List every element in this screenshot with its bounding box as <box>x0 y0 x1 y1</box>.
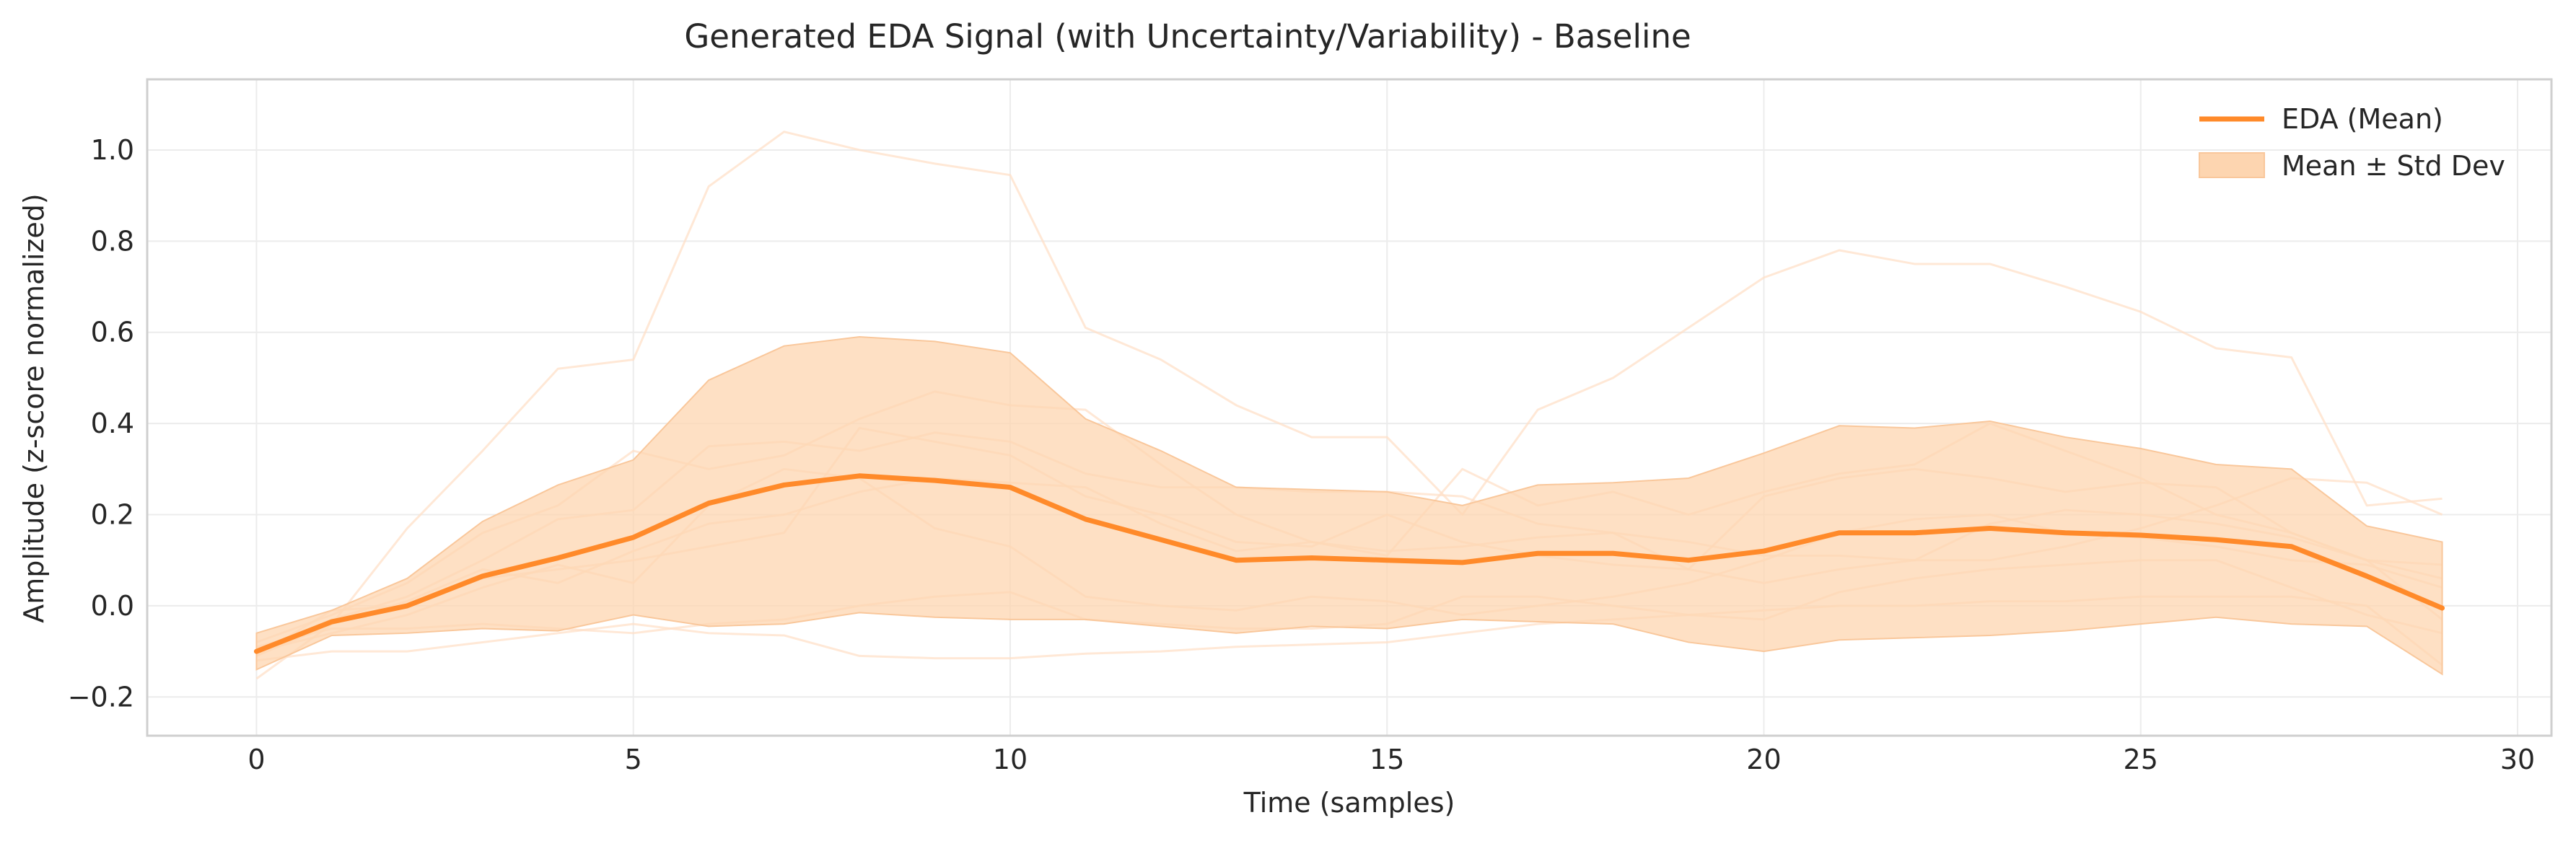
y-tick-label-0.2: 0.2 <box>91 499 134 531</box>
y-tick-label--0.2: −0.2 <box>68 681 134 713</box>
y-tick-labels: −0.2 0.0 0.2 0.4 0.6 0.8 1.0 <box>68 134 134 713</box>
y-tick-label-0.8: 0.8 <box>91 225 134 257</box>
x-axis-label: Time (samples) <box>1243 787 1455 819</box>
legend-mean-label: EDA (Mean) <box>2282 103 2443 135</box>
x-tick-label-25: 25 <box>2124 744 2158 775</box>
sample-line-1 <box>255 131 2443 680</box>
plot-frame <box>146 78 2553 737</box>
x-tick-label-10: 10 <box>993 744 1028 775</box>
x-tick-label-20: 20 <box>1746 744 1781 775</box>
y-tick-label-0.4: 0.4 <box>91 408 134 439</box>
x-tick-label-0: 0 <box>247 744 265 775</box>
mean-line <box>253 473 2445 654</box>
legend-band-swatch <box>2199 152 2265 178</box>
legend-band-label: Mean ± Std Dev <box>2282 150 2505 182</box>
x-tick-label-15: 15 <box>1370 744 1404 775</box>
y-tick-label-1: 1.0 <box>91 134 134 166</box>
x-tick-label-30: 30 <box>2500 744 2535 775</box>
y-axis-label: Amplitude (z-score normalized) <box>18 193 50 622</box>
std-band-group <box>255 336 2443 676</box>
x-tick-label-5: 5 <box>625 744 642 775</box>
mean-line-group <box>253 473 2445 654</box>
y-tick-label-0.6: 0.6 <box>91 317 134 348</box>
x-tick-labels: 0 5 10 15 20 25 30 <box>247 744 2535 775</box>
std-band <box>255 336 2443 676</box>
y-tick-label-0: 0.0 <box>91 590 134 622</box>
grid-x <box>255 79 2518 736</box>
legend: EDA (Mean) Mean ± Std Dev <box>2199 103 2505 182</box>
chart-title: Generated EDA Signal (with Uncertainty/V… <box>684 17 1691 56</box>
